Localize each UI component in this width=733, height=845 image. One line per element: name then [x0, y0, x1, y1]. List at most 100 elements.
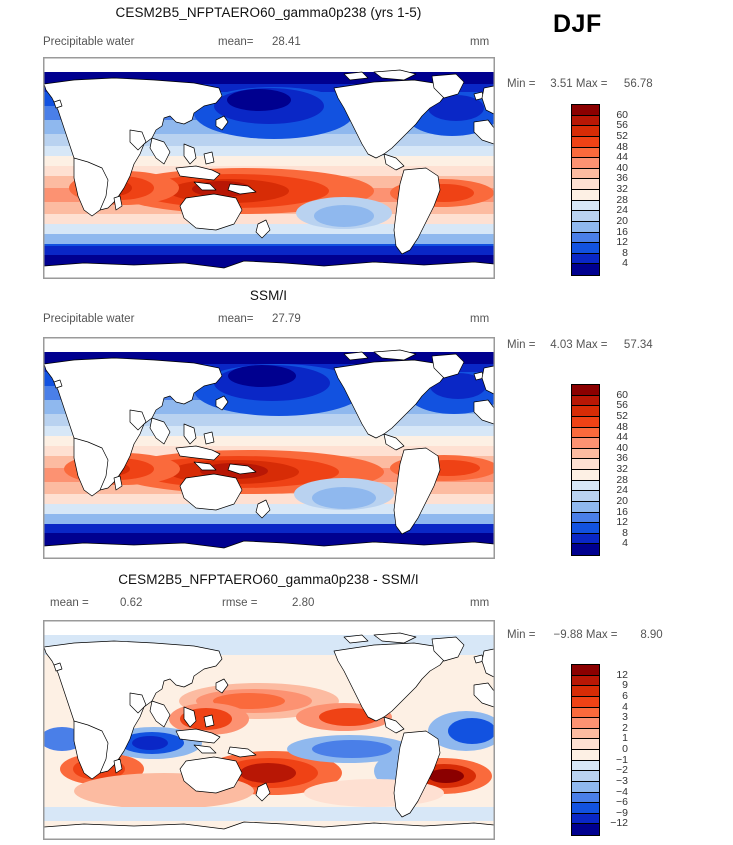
- colorbar-swatch: [572, 448, 599, 460]
- colorbar-swatch: [572, 179, 599, 190]
- colorbar-swatch: [572, 480, 599, 492]
- colorbar-tick-label: 24: [616, 484, 628, 497]
- colorbar-tick-label: 56: [616, 119, 628, 132]
- colorbar-swatch: [572, 523, 599, 534]
- colorbar-swatch: [572, 707, 599, 719]
- panel-diff-max-label: Max =: [585, 629, 618, 641]
- panel-diff-min-value: −9.88: [553, 629, 583, 641]
- panel-model-mean-label: mean=: [218, 36, 254, 48]
- colorbar-tick-label: 52: [616, 409, 628, 422]
- panel-diff-rmse-value: 2.80: [292, 597, 315, 609]
- colorbar-swatch: [572, 718, 599, 729]
- season-label: DJF: [553, 10, 602, 38]
- colorbar-tick-label: 32: [616, 183, 628, 195]
- colorbar-tick-label: 12: [616, 516, 628, 529]
- colorbar-tick-label: 20: [616, 214, 628, 227]
- colorbar-swatch: [572, 232, 599, 244]
- colorbar-tick-label: 28: [616, 193, 628, 206]
- colorbar-tick-label: 1: [622, 732, 628, 745]
- colorbar-tick-label: 16: [616, 505, 628, 518]
- colorbar-tick-label: 60: [616, 388, 628, 401]
- panel-obs-title: SSM/I: [249, 288, 288, 303]
- colorbar-tick-label: 12: [616, 236, 628, 249]
- colorbar-tick-label: −3: [616, 774, 628, 787]
- colorbar-swatch: [572, 438, 599, 449]
- colorbar-swatch: [572, 190, 599, 201]
- colorbar-swatch: [572, 459, 599, 470]
- colorbar-swatch: [572, 803, 599, 814]
- colorbar-swatch: [572, 136, 599, 148]
- panel-diff-minmax: Min = −9.88 Max = 8.90: [507, 629, 663, 641]
- colorbar-tick-label: −1: [616, 753, 628, 766]
- colorbar-swatch: [572, 739, 599, 750]
- panel-model-title: CESM2B5_NFPTAERO60_gamma0p238 (yrs 1-5): [115, 5, 422, 20]
- colorbar-swatch: [572, 115, 599, 127]
- colorbar-tick-label: 8: [622, 246, 628, 259]
- colorbar-tick-label: 12: [616, 668, 628, 681]
- colorbar-swatch: [572, 416, 599, 428]
- colorbar-swatch: [572, 126, 599, 137]
- colorbar-swatch: [572, 771, 599, 782]
- colorbar-swatch: [572, 253, 599, 265]
- panel-model-mean-value: 28.41: [272, 36, 301, 48]
- colorbar-swatch: [572, 750, 599, 761]
- colorbar-tick-label: −6: [616, 796, 628, 809]
- panel-obs-min-label: Min =: [507, 339, 536, 351]
- colorbar-tick-label: 32: [616, 463, 628, 475]
- colorbar-tick-label: 56: [616, 399, 628, 412]
- panel-model-max-value: 56.78: [623, 78, 653, 90]
- panel-obs-units: mm: [470, 313, 490, 325]
- colorbar-tick-label: 4: [622, 257, 628, 270]
- colorbar-swatch: [572, 147, 599, 159]
- colorbar-swatch: [572, 221, 599, 233]
- colorbar-swatch: [572, 760, 599, 772]
- panel-obs-max-value: 57.34: [623, 339, 653, 351]
- map-diff-svg: [44, 621, 494, 839]
- colorbar-tick-label: −4: [616, 785, 628, 798]
- panel-diff-max-value: 8.90: [640, 629, 663, 641]
- colorbar-swatch: [572, 686, 599, 697]
- panel-model-minmax: Min = 3.51 Max = 56.78: [507, 78, 653, 90]
- colorbar-swatch: [572, 211, 599, 222]
- map-obs-continents: [44, 349, 494, 558]
- colorbar-swatch: [572, 665, 599, 676]
- colorbar-tick-label: 40: [616, 441, 628, 454]
- colorbar-tick-label: 0: [622, 743, 628, 755]
- panel-obs-variable-label: Precipitable water: [43, 313, 135, 325]
- colorbar-swatch: [572, 168, 599, 180]
- colorbar-tick-label: 44: [616, 151, 628, 164]
- colorbar-tick-label: 48: [616, 420, 628, 433]
- colorbar-tick-label: 28: [616, 473, 628, 486]
- colorbar-tick-label: 2: [622, 721, 628, 734]
- map-obs: [43, 337, 495, 559]
- colorbar-swatch: [572, 533, 599, 545]
- colorbar-tick-label: 20: [616, 494, 628, 507]
- colorbar-swatch: [572, 792, 599, 804]
- colorbar-tick-label: 48: [616, 140, 628, 153]
- colorbar-swatch: [572, 501, 599, 513]
- map-obs-svg: [44, 338, 494, 558]
- colorbar-tick-label: 44: [616, 431, 628, 444]
- panel-model-variable-label: Precipitable water: [43, 36, 135, 48]
- panel-obs-max-label: Max =: [575, 339, 608, 351]
- colorbar-swatch: [572, 243, 599, 254]
- panel-obs-mean-value: 27.79: [272, 313, 301, 325]
- colorbar-swatch: [572, 158, 599, 169]
- panel-model-max-label: Max =: [575, 78, 608, 90]
- colorbar-tick-label: 4: [622, 700, 628, 713]
- colorbar-tick-label: −12: [610, 817, 628, 830]
- colorbar-tick-label: −2: [616, 764, 628, 777]
- colorbar-swatch: [572, 728, 599, 740]
- colorbar-swatch: [572, 427, 599, 439]
- colorbar-tick-label: 6: [622, 689, 628, 702]
- colorbar-tick-label: 8: [622, 526, 628, 539]
- colorbar-swatch: [572, 813, 599, 825]
- colorbar-swatch: [572, 491, 599, 502]
- map-model: [43, 57, 495, 279]
- colorbar-swatch: [572, 264, 599, 275]
- map-diff: [43, 620, 495, 840]
- colorbar-swatch: [572, 406, 599, 417]
- colorbar-swatch: [572, 470, 599, 481]
- colorbar-tick-label: 24: [616, 204, 628, 217]
- map-model-continents: [44, 69, 494, 278]
